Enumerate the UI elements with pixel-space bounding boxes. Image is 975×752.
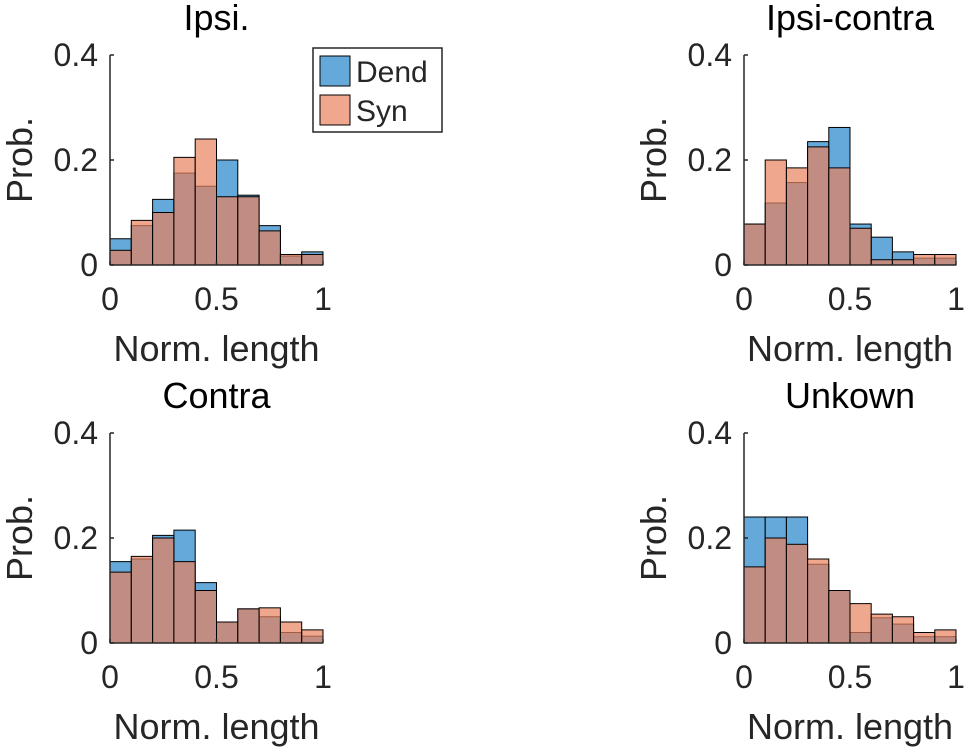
series-syn: [109, 138, 324, 266]
bar-syn-6: [870, 259, 893, 266]
bar-syn-1: [764, 537, 787, 644]
subplot-1: 0 0.2 0.4 0 0.5 1 Ipsi. Norm. length Prob.: [0, 0, 332, 369]
x-tick-label: 1: [314, 659, 332, 695]
y-tick-label: 0.4: [688, 37, 732, 73]
y-tick-label: 0.4: [54, 37, 98, 73]
bar-syn-8: [913, 254, 936, 266]
bar-syn-8: [913, 632, 936, 644]
legend-label-syn: Syn: [356, 95, 408, 128]
x-tick-label: 0: [101, 659, 119, 695]
subplot-title: Ipsi.: [183, 0, 249, 38]
subplot-4: 0 0.2 0.4 0 0.5 1 Unkown Norm. length Prob.: [633, 375, 965, 747]
legend-swatch-syn: [319, 94, 351, 126]
subplot-2: 0 0.2 0.4 0 0.5 1 Ipsi-contra Norm. length Prob.: [633, 0, 965, 369]
legend-label-dend: Dend: [356, 56, 428, 89]
x-tick-label: 0.5: [194, 659, 238, 695]
y-axis-label: Prob.: [633, 117, 674, 203]
x-tick-label: 0: [735, 659, 753, 695]
bar-syn-0: [109, 249, 132, 266]
bar-syn-1: [130, 555, 154, 644]
bar-syn-7: [891, 259, 915, 266]
bar-syn-9: [934, 629, 957, 644]
bar-syn-3: [173, 561, 196, 644]
y-tick-label: 0.4: [54, 415, 98, 451]
bar-syn-2: [785, 543, 809, 644]
bar-syn-7: [891, 616, 915, 644]
bar-syn-2: [152, 537, 175, 644]
bar-syn-4: [194, 590, 217, 644]
bar-syn-0: [743, 223, 766, 266]
x-axis-label: Norm. length: [113, 706, 319, 747]
bar-syn-3: [807, 146, 830, 266]
x-tick-label: 0.5: [828, 659, 872, 695]
bar-syn-9: [301, 254, 324, 266]
bar-syn-6: [237, 608, 260, 644]
bar-syn-5: [849, 603, 872, 644]
bar-syn-5: [216, 196, 239, 266]
bar-syn-7: [258, 230, 281, 266]
x-axis-label: Norm. length: [747, 706, 953, 747]
series-syn: [109, 537, 324, 644]
series-syn: [743, 146, 957, 266]
bar-syn-8: [279, 254, 303, 266]
bar-syn-0: [109, 571, 132, 644]
x-tick-label: 1: [947, 659, 965, 695]
bar-syn-4: [828, 590, 851, 644]
bar-syn-6: [237, 196, 260, 266]
bar-syn-2: [785, 167, 809, 266]
x-tick-label: 0: [101, 281, 119, 317]
bar-syn-1: [130, 219, 154, 266]
x-tick-label: 0.5: [194, 281, 238, 317]
bar-syn-1: [764, 159, 787, 266]
subplot-3: 0 0.2 0.4 0 0.5 1 Contra Norm. length Prob.: [0, 375, 332, 747]
bar-syn-3: [807, 558, 830, 644]
bar-syn-8: [279, 621, 303, 644]
y-axis-label: Prob.: [0, 117, 40, 203]
legend: Dend Syn: [312, 47, 443, 133]
bar-syn-5: [849, 227, 872, 266]
y-axis-label: Prob.: [0, 495, 40, 581]
x-axis-label: Norm. length: [113, 328, 319, 369]
bar-syn-5: [216, 621, 239, 644]
bar-syn-3: [173, 156, 196, 266]
x-tick-label: 0.5: [828, 281, 872, 317]
y-tick-label: 0.2: [688, 142, 732, 178]
bar-syn-9: [934, 254, 957, 266]
y-tick-label: 0.2: [688, 520, 732, 556]
bar-syn-4: [828, 167, 851, 266]
y-tick-label: 0.2: [54, 520, 98, 556]
y-tick-label: 0: [714, 247, 732, 283]
bar-syn-6: [870, 613, 893, 644]
subplot-title: Ipsi-contra: [766, 0, 935, 38]
subplot-title: Unkown: [785, 375, 915, 416]
bar-syn-0: [743, 566, 766, 644]
x-tick-label: 1: [314, 281, 332, 317]
bar-syn-9: [301, 629, 324, 644]
x-tick-label: 1: [947, 281, 965, 317]
y-tick-label: 0.4: [688, 415, 732, 451]
y-tick-label: 0.2: [54, 142, 98, 178]
y-tick-label: 0: [80, 247, 98, 283]
bar-syn-4: [194, 138, 217, 266]
legend-swatch-dend: [319, 55, 351, 87]
bar-syn-2: [152, 212, 175, 266]
subplot-title: Contra: [162, 375, 271, 416]
bar-syn-7: [258, 607, 281, 644]
x-tick-label: 0: [735, 281, 753, 317]
y-tick-label: 0: [714, 625, 732, 661]
y-axis-label: Prob.: [633, 495, 674, 581]
y-tick-label: 0: [80, 625, 98, 661]
series-syn: [743, 537, 957, 644]
x-axis-label: Norm. length: [747, 328, 953, 369]
